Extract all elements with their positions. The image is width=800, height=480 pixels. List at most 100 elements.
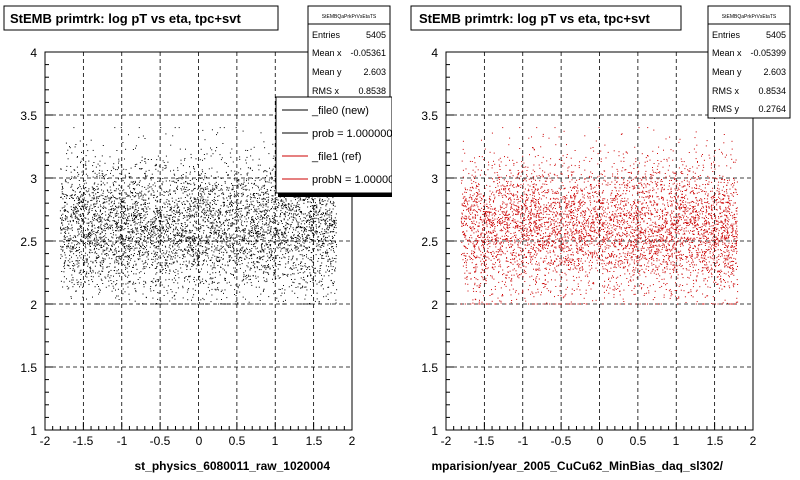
- scatter-point: [221, 193, 223, 195]
- scatter-point: [305, 220, 307, 222]
- scatter-point: [210, 210, 212, 212]
- scatter-point: [170, 144, 172, 146]
- scatter-point: [248, 179, 250, 181]
- scatter-point: [330, 292, 332, 294]
- scatter-point: [82, 232, 84, 233]
- scatter-point: [157, 258, 159, 260]
- scatter-point: [88, 236, 90, 238]
- scatter-point: [84, 205, 85, 207]
- scatter-point: [174, 271, 176, 273]
- scatter-point: [310, 275, 312, 277]
- scatter-point: [232, 205, 233, 207]
- scatter-point: [243, 229, 244, 231]
- scatter-point: [118, 226, 120, 228]
- scatter-point: [162, 227, 164, 229]
- scatter-point: [144, 172, 146, 174]
- scatter-point: [87, 254, 88, 256]
- scatter-point: [79, 228, 81, 230]
- scatter-point: [213, 201, 215, 202]
- scatter-point: [187, 207, 189, 208]
- scatter-point: [294, 247, 296, 248]
- scatter-point: [212, 214, 214, 216]
- scatter-point: [142, 194, 144, 196]
- scatter-point: [63, 236, 65, 238]
- scatter-point: [273, 208, 275, 210]
- scatter-point: [213, 251, 215, 253]
- scatter-point: [175, 242, 177, 244]
- scatter-point: [129, 246, 131, 247]
- scatter-point: [89, 231, 91, 233]
- scatter-point: [240, 239, 242, 241]
- scatter-point: [211, 294, 213, 296]
- scatter-point: [107, 197, 109, 199]
- scatter-point: [142, 251, 144, 253]
- scatter-point: [301, 236, 303, 238]
- scatter-point: [198, 218, 199, 220]
- scatter-point: [324, 230, 326, 232]
- scatter-point: [73, 207, 75, 209]
- scatter-point: [237, 216, 238, 218]
- scatter-point: [183, 215, 185, 217]
- scatter-point: [240, 256, 242, 258]
- scatter-point: [225, 235, 227, 237]
- scatter-point: [268, 215, 270, 217]
- scatter-point: [74, 269, 76, 271]
- scatter-point: [258, 169, 260, 171]
- scatter-point: [107, 254, 109, 256]
- scatter-point: [220, 159, 222, 161]
- scatter-point: [228, 259, 230, 261]
- scatter-point: [307, 201, 309, 203]
- scatter-point: [72, 246, 74, 248]
- scatter-point: [86, 298, 87, 300]
- scatter-point: [76, 203, 78, 205]
- scatter-point: [122, 217, 124, 219]
- scatter-point: [307, 219, 309, 221]
- scatter-point: [64, 218, 66, 220]
- scatter-point: [129, 196, 131, 198]
- scatter-point: [134, 213, 136, 215]
- scatter-point: [185, 240, 187, 242]
- scatter-point: [150, 193, 152, 195]
- scatter-point: [248, 279, 250, 281]
- scatter-point: [134, 216, 136, 218]
- scatter-point: [291, 279, 292, 280]
- scatter-point: [152, 236, 154, 238]
- scatter-point: [217, 240, 219, 242]
- scatter-point: [170, 258, 172, 260]
- scatter-point: [169, 215, 171, 217]
- scatter-point: [116, 230, 118, 232]
- scatter-point: [65, 169, 67, 171]
- scatter-point: [125, 209, 126, 211]
- scatter-point: [105, 198, 107, 200]
- scatter-point: [125, 224, 127, 225]
- scatter-point: [247, 262, 249, 264]
- scatter-point: [327, 229, 329, 231]
- scatter-point: [172, 245, 174, 247]
- scatter-point: [160, 215, 162, 217]
- scatter-point: [106, 227, 107, 229]
- scatter-point: [280, 213, 281, 215]
- scatter-point: [80, 224, 82, 226]
- scatter-point: [302, 285, 304, 287]
- scatter-point: [187, 238, 189, 240]
- scatter-point: [87, 238, 89, 240]
- scatter-point: [71, 282, 73, 284]
- scatter-point: [261, 198, 263, 200]
- scatter-point: [306, 282, 308, 284]
- scatter-point: [261, 264, 263, 266]
- scatter-point: [78, 210, 80, 212]
- scatter-point: [201, 211, 203, 213]
- scatter-point: [255, 275, 257, 277]
- scatter-point: [116, 283, 118, 285]
- scatter-point: [163, 195, 165, 196]
- scatter-point: [253, 221, 255, 223]
- scatter-point: [292, 281, 294, 283]
- scatter-point: [219, 221, 220, 223]
- scatter-point: [169, 219, 171, 221]
- scatter-point: [100, 236, 102, 238]
- scatter-point: [262, 223, 264, 225]
- scatter-point: [271, 195, 273, 197]
- scatter-point: [260, 132, 262, 134]
- scatter-point: [259, 179, 261, 181]
- scatter-point: [206, 293, 207, 295]
